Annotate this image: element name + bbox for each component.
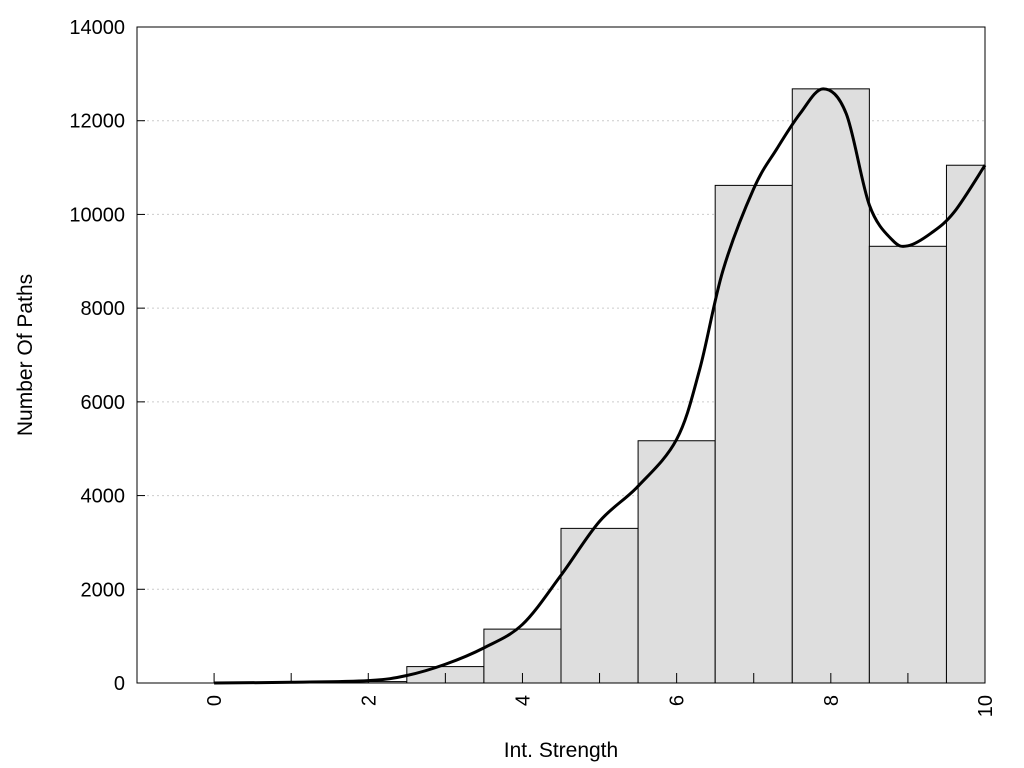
bars: [175, 88, 985, 683]
bar: [791, 88, 870, 683]
y-tick-label: 14000: [69, 17, 125, 39]
y-tick-label: 2000: [81, 579, 126, 601]
y-tick-label: 8000: [81, 298, 126, 320]
bar: [868, 245, 947, 683]
x-tick-label: 10: [975, 695, 997, 717]
x-tick-label: 6: [667, 695, 689, 706]
y-tick-label: 0: [114, 673, 125, 695]
y-tick-label: 4000: [81, 486, 126, 508]
trend-curve-layer: [214, 87, 987, 685]
plot-frame: [136, 26, 986, 684]
x-axis: 0 2 4 6 8 10: [204, 673, 997, 717]
x-tick-label: 8: [821, 695, 843, 706]
x-axis-label: Int. Strength: [504, 739, 618, 762]
trend-curve: [214, 87, 987, 685]
x-tick-label: 4: [512, 695, 534, 706]
x-tick-label: 0: [204, 695, 226, 706]
bar: [560, 527, 639, 683]
bar: [637, 440, 716, 683]
y-axis-label: Number Of Paths: [14, 274, 37, 436]
x-tick-label: 2: [358, 695, 380, 706]
y-axis: 0 2000 4000 6000 8000 10000 12000 14000: [69, 17, 145, 695]
y-tick-label: 12000: [69, 111, 125, 133]
bar: [714, 184, 793, 683]
y-tick-label: 10000: [69, 204, 125, 226]
y-tick-label: 6000: [81, 392, 126, 414]
